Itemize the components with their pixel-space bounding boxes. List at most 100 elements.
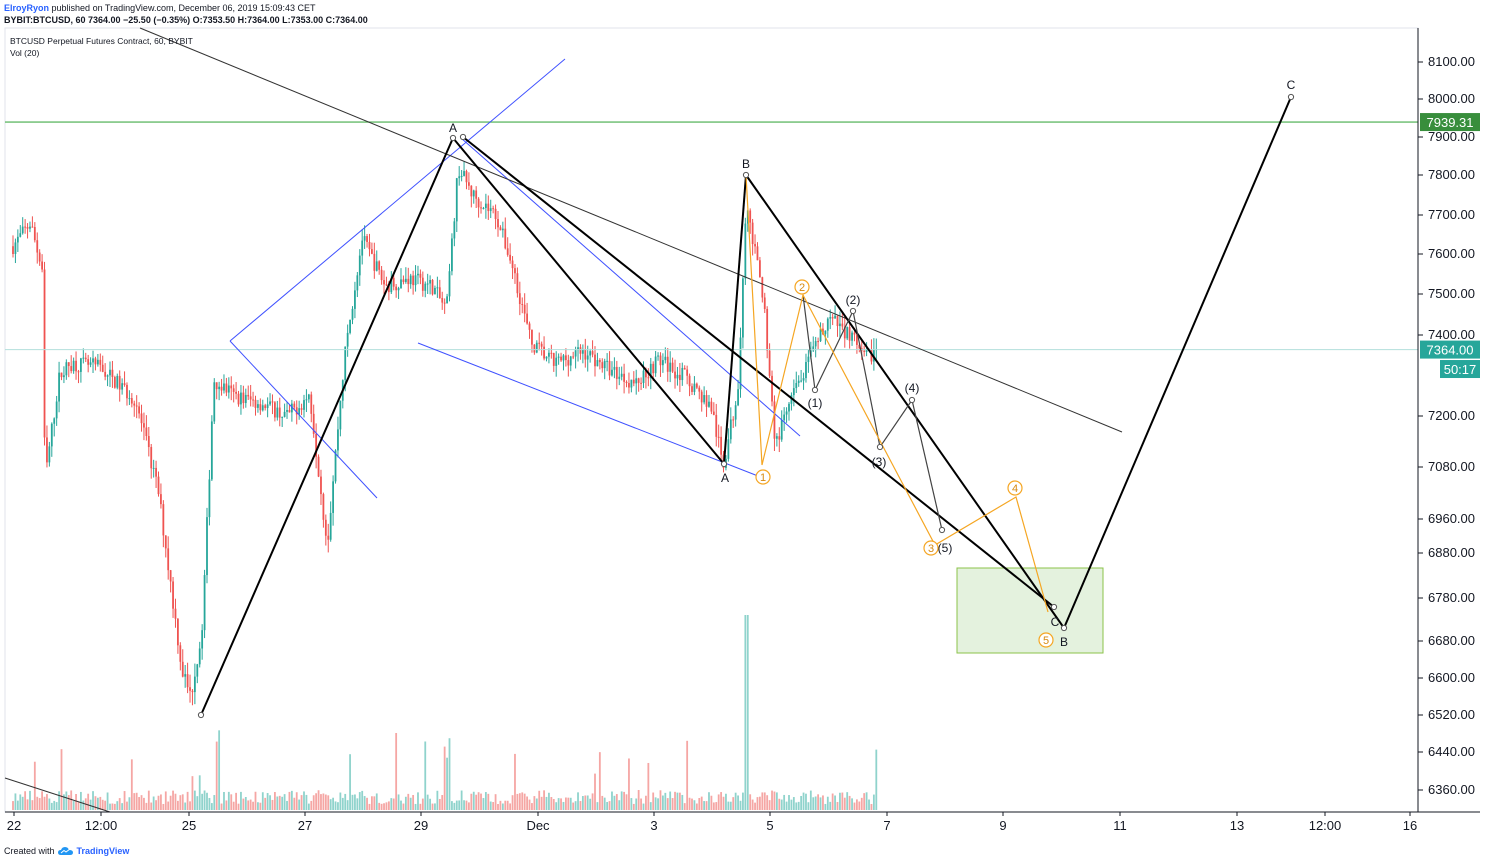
candle-body bbox=[509, 254, 512, 261]
candle-body bbox=[611, 369, 613, 376]
candle-body bbox=[290, 403, 293, 413]
volume-bar bbox=[586, 795, 589, 810]
candle-body bbox=[249, 396, 252, 400]
volume-bar bbox=[259, 802, 262, 810]
candle-body bbox=[579, 347, 582, 354]
candle-body bbox=[703, 395, 706, 403]
volume-bar bbox=[421, 798, 424, 810]
candle-body bbox=[756, 246, 759, 261]
orange-wave-marker bbox=[1038, 632, 1054, 648]
volume-bar bbox=[712, 802, 715, 810]
candle-body bbox=[792, 388, 795, 396]
anchor-point bbox=[742, 171, 750, 179]
candle-body bbox=[152, 467, 155, 469]
candle-body bbox=[264, 405, 267, 409]
candle-body bbox=[567, 360, 570, 366]
candle-body bbox=[443, 302, 446, 304]
candles bbox=[12, 161, 878, 706]
candle-body bbox=[203, 575, 206, 631]
candle-body bbox=[688, 375, 691, 387]
volume-bar bbox=[831, 793, 834, 810]
tradingview-brand[interactable]: TradingView bbox=[76, 846, 130, 856]
volume-bar bbox=[380, 803, 383, 810]
candle-body bbox=[693, 383, 696, 392]
volume-bar bbox=[118, 798, 121, 810]
wave-label: B bbox=[742, 157, 750, 171]
volume-bar bbox=[603, 797, 606, 810]
volume-bar bbox=[264, 797, 267, 810]
volume-bar bbox=[252, 801, 254, 810]
volume-bar bbox=[465, 800, 468, 810]
volume-bar bbox=[225, 800, 228, 810]
volume-bar bbox=[434, 803, 436, 810]
candle-body bbox=[858, 344, 861, 349]
volume-bar bbox=[477, 792, 480, 810]
candle-body bbox=[53, 418, 56, 424]
volume-bar bbox=[863, 793, 866, 810]
candle-body bbox=[683, 367, 686, 370]
candle-body bbox=[29, 226, 31, 229]
candle-body bbox=[380, 269, 383, 281]
volume-bar bbox=[822, 795, 824, 810]
candle-body bbox=[87, 359, 90, 365]
y-tick-label: 6780.00 bbox=[1428, 590, 1475, 605]
candle-body bbox=[518, 293, 521, 305]
volume-bar bbox=[46, 794, 48, 810]
volume-bar bbox=[625, 794, 628, 810]
volume-bar bbox=[717, 794, 720, 810]
candle-body bbox=[274, 402, 276, 418]
candle-body bbox=[698, 387, 701, 392]
volume-bar bbox=[16, 800, 19, 810]
volume-bar bbox=[681, 794, 684, 810]
candle-body bbox=[227, 385, 230, 393]
volume-bar bbox=[843, 797, 846, 810]
volume-bar bbox=[121, 803, 124, 810]
volume-bar bbox=[785, 801, 788, 810]
volume-bar bbox=[572, 802, 575, 810]
volume-bar bbox=[792, 797, 795, 810]
volume-bar bbox=[208, 797, 211, 810]
volume-bar bbox=[278, 795, 281, 810]
candle-body bbox=[157, 476, 160, 495]
candle-body bbox=[805, 362, 807, 379]
candle-body bbox=[831, 317, 834, 319]
volume-bar bbox=[548, 792, 550, 810]
volume-bar bbox=[14, 793, 17, 810]
candle-body bbox=[620, 373, 623, 377]
volume-bar bbox=[802, 792, 805, 810]
volume-bar bbox=[12, 801, 14, 810]
wave-line bbox=[200, 137, 454, 716]
candle-body bbox=[569, 356, 572, 366]
candle-body bbox=[528, 323, 531, 330]
candle-body bbox=[802, 378, 805, 381]
candle-body bbox=[501, 228, 504, 231]
y-tick-label: 7600.00 bbox=[1428, 246, 1475, 261]
candle-body bbox=[623, 373, 625, 382]
volume-bar bbox=[179, 795, 182, 810]
candle-body bbox=[254, 399, 257, 408]
candle-body bbox=[281, 416, 284, 418]
orange-wave-label: 5 bbox=[1043, 635, 1049, 647]
candle-body bbox=[565, 355, 567, 361]
wave-line bbox=[723, 174, 747, 465]
volume-bar bbox=[494, 794, 497, 810]
volume-indicator-label: Vol (20) bbox=[10, 48, 39, 58]
volume-bar bbox=[858, 801, 861, 810]
candle-body bbox=[669, 362, 672, 372]
volume-bar bbox=[409, 797, 412, 810]
candle-body bbox=[727, 439, 730, 459]
candle-body bbox=[674, 371, 676, 379]
volume-bar bbox=[244, 797, 247, 810]
volume-bar bbox=[698, 798, 701, 810]
candle-body bbox=[555, 357, 558, 366]
author-name[interactable]: ElroyRyon bbox=[4, 3, 50, 13]
volume-bar bbox=[113, 803, 116, 810]
candle-body bbox=[167, 548, 170, 571]
volume-bar bbox=[407, 793, 410, 810]
volume-bar bbox=[332, 797, 334, 810]
volume-bar bbox=[392, 798, 395, 810]
volume-bar bbox=[276, 796, 279, 810]
candle-body bbox=[128, 398, 131, 400]
volume-bar bbox=[560, 798, 562, 810]
